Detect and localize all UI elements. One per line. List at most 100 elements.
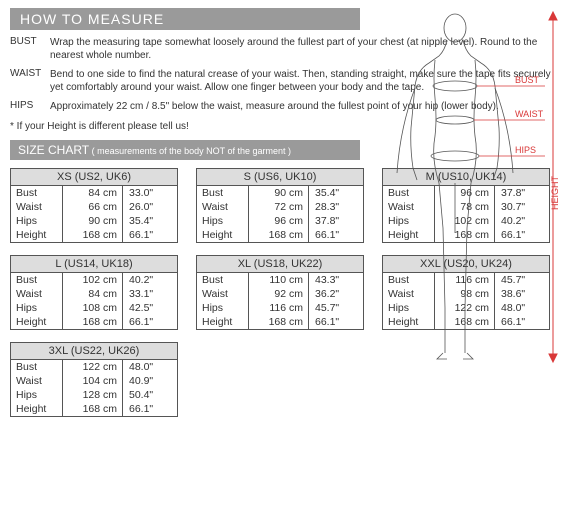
size-table-header: S (US6, UK10) xyxy=(197,169,363,186)
row-label: Bust xyxy=(197,186,249,200)
row-in: 66.1" xyxy=(309,228,363,242)
row-cm: 102 cm xyxy=(63,273,123,287)
row-cm: 104 cm xyxy=(63,374,123,388)
table-row: Height 168 cm 66.1" xyxy=(197,228,363,242)
row-in: 66.1" xyxy=(123,228,177,242)
row-in: 48.0" xyxy=(123,360,177,374)
row-cm: 110 cm xyxy=(249,273,309,287)
row-cm: 90 cm xyxy=(63,214,123,228)
row-label: Waist xyxy=(11,287,63,301)
row-cm: 92 cm xyxy=(249,287,309,301)
height-label: HEIGHT xyxy=(550,176,560,211)
table-row: Hips 96 cm 37.8" xyxy=(197,214,363,228)
body-figure: HEIGHT BUST WAIST HIPS xyxy=(365,8,560,368)
sizechart-title: SIZE CHART xyxy=(18,143,89,157)
size-table-header: XL (US18, UK22) xyxy=(197,256,363,273)
row-cm: 66 cm xyxy=(63,200,123,214)
row-in: 35.4" xyxy=(123,214,177,228)
howto-header: HOW TO MEASURE xyxy=(10,8,360,30)
row-label: Waist xyxy=(197,200,249,214)
table-row: Waist 66 cm 26.0" xyxy=(11,200,177,214)
row-cm: 122 cm xyxy=(63,360,123,374)
table-row: Hips 90 cm 35.4" xyxy=(11,214,177,228)
sizechart-sub: ( measurements of the body NOT of the ga… xyxy=(89,146,291,156)
row-label: Bust xyxy=(11,186,63,200)
row-label: Height xyxy=(11,315,63,329)
row-cm: 90 cm xyxy=(249,186,309,200)
row-cm: 116 cm xyxy=(249,301,309,315)
row-cm: 108 cm xyxy=(63,301,123,315)
table-row: Waist 104 cm 40.9" xyxy=(11,374,177,388)
instruction-label: HIPS xyxy=(10,100,50,113)
table-row: Height 168 cm 66.1" xyxy=(11,228,177,242)
bust-label: BUST xyxy=(515,75,540,85)
row-label: Bust xyxy=(11,273,63,287)
row-cm: 168 cm xyxy=(63,315,123,329)
size-table: S (US6, UK10) Bust 90 cm 35.4" Waist 72 … xyxy=(196,168,364,243)
table-row: Hips 128 cm 50.4" xyxy=(11,388,177,402)
row-label: Waist xyxy=(11,200,63,214)
row-in: 33.0" xyxy=(123,186,177,200)
sizechart-header: SIZE CHART ( measurements of the body NO… xyxy=(10,140,360,160)
waist-label: WAIST xyxy=(515,109,544,119)
row-label: Hips xyxy=(11,388,63,402)
row-in: 33.1" xyxy=(123,287,177,301)
row-label: Hips xyxy=(197,214,249,228)
row-in: 66.1" xyxy=(123,402,177,416)
row-cm: 72 cm xyxy=(249,200,309,214)
size-table-header: L (US14, UK18) xyxy=(11,256,177,273)
row-in: 28.3" xyxy=(309,200,363,214)
table-row: Bust 84 cm 33.0" xyxy=(11,186,177,200)
instruction-label: BUST xyxy=(10,36,50,62)
row-in: 40.2" xyxy=(123,273,177,287)
size-table-header: XS (US2, UK6) xyxy=(11,169,177,186)
table-row: Bust 122 cm 48.0" xyxy=(11,360,177,374)
row-cm: 168 cm xyxy=(63,228,123,242)
table-row: Waist 72 cm 28.3" xyxy=(197,200,363,214)
row-in: 40.9" xyxy=(123,374,177,388)
row-in: 37.8" xyxy=(309,214,363,228)
row-in: 43.3" xyxy=(309,273,363,287)
row-cm: 168 cm xyxy=(249,315,309,329)
row-in: 66.1" xyxy=(123,315,177,329)
table-row: Height 168 cm 66.1" xyxy=(11,402,177,416)
row-label: Hips xyxy=(197,301,249,315)
table-row: Waist 92 cm 36.2" xyxy=(197,287,363,301)
row-cm: 168 cm xyxy=(249,228,309,242)
row-cm: 128 cm xyxy=(63,388,123,402)
table-row: Height 168 cm 66.1" xyxy=(197,315,363,329)
row-label: Hips xyxy=(11,301,63,315)
row-in: 35.4" xyxy=(309,186,363,200)
row-label: Waist xyxy=(11,374,63,388)
table-row: Bust 102 cm 40.2" xyxy=(11,273,177,287)
table-row: Hips 116 cm 45.7" xyxy=(197,301,363,315)
size-table-header: 3XL (US22, UK26) xyxy=(11,343,177,360)
row-cm: 168 cm xyxy=(63,402,123,416)
row-cm: 96 cm xyxy=(249,214,309,228)
size-table: L (US14, UK18) Bust 102 cm 40.2" Waist 8… xyxy=(10,255,178,330)
size-table: XL (US18, UK22) Bust 110 cm 43.3" Waist … xyxy=(196,255,364,330)
row-label: Hips xyxy=(11,214,63,228)
row-label: Height xyxy=(197,315,249,329)
table-row: Hips 108 cm 42.5" xyxy=(11,301,177,315)
row-in: 36.2" xyxy=(309,287,363,301)
row-in: 45.7" xyxy=(309,301,363,315)
row-in: 42.5" xyxy=(123,301,177,315)
hips-label: HIPS xyxy=(515,145,536,155)
row-in: 66.1" xyxy=(309,315,363,329)
instruction-label: WAIST xyxy=(10,68,50,94)
row-in: 26.0" xyxy=(123,200,177,214)
row-label: Height xyxy=(11,228,63,242)
row-label: Height xyxy=(11,402,63,416)
row-label: Waist xyxy=(197,287,249,301)
row-in: 50.4" xyxy=(123,388,177,402)
row-cm: 84 cm xyxy=(63,287,123,301)
table-row: Bust 90 cm 35.4" xyxy=(197,186,363,200)
table-row: Height 168 cm 66.1" xyxy=(11,315,177,329)
row-label: Bust xyxy=(11,360,63,374)
table-row: Bust 110 cm 43.3" xyxy=(197,273,363,287)
row-label: Bust xyxy=(197,273,249,287)
size-table: XS (US2, UK6) Bust 84 cm 33.0" Waist 66 … xyxy=(10,168,178,243)
size-table: 3XL (US22, UK26) Bust 122 cm 48.0" Waist… xyxy=(10,342,178,417)
row-cm: 84 cm xyxy=(63,186,123,200)
